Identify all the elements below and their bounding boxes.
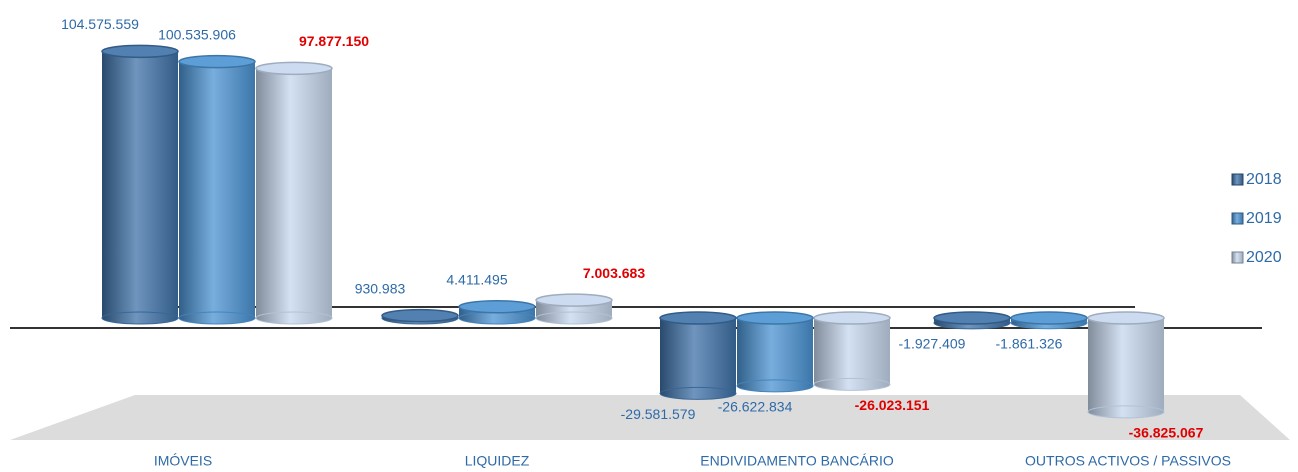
cylinder <box>1010 311 1088 330</box>
data-label: -1.861.326 <box>996 335 1063 351</box>
cylinder-body <box>256 68 332 318</box>
x-tick-label: LIQUIDEZ <box>465 453 530 469</box>
data-label: 4.411.495 <box>446 271 507 287</box>
x-tick-label: ENDIVIDAMENTO BANCÁRIO <box>700 453 894 469</box>
cylinder-body <box>102 51 178 318</box>
cylinder-body <box>660 318 736 394</box>
legend-label: 2019 <box>1246 210 1282 227</box>
cylinder <box>1087 311 1165 419</box>
cylinder-bottom <box>458 311 536 325</box>
cylinder-bottom <box>535 311 613 325</box>
cylinder <box>813 311 891 391</box>
cylinder <box>933 311 1011 330</box>
cylinder-bottom <box>101 311 179 325</box>
cylinder <box>178 54 256 325</box>
cylinder <box>458 300 536 325</box>
cylinder <box>255 61 333 325</box>
floor <box>10 395 1290 440</box>
data-label: 7.003.683 <box>583 265 645 281</box>
cylinder-body <box>737 318 813 386</box>
cylinder-bottom <box>178 311 256 325</box>
legend-swatch <box>1231 212 1244 225</box>
legend-swatch <box>1231 173 1244 186</box>
cylinder-top <box>933 311 1011 325</box>
data-label: 930.983 <box>355 280 406 296</box>
cylinder-top <box>736 311 814 325</box>
cylinder-top <box>458 300 536 314</box>
cylinder-bottom <box>1087 405 1165 419</box>
legend-label: 2020 <box>1246 249 1282 266</box>
cylinder-body <box>179 61 255 319</box>
data-label: -1.927.409 <box>899 336 966 352</box>
cylinder-top <box>1010 311 1088 325</box>
cylinder-bottom <box>736 379 814 393</box>
cylinder-top <box>813 311 891 325</box>
cylinder-top <box>381 308 459 323</box>
cylinder-body <box>1088 318 1164 412</box>
cylinder-top <box>535 293 613 307</box>
data-label: 104.575.559 <box>61 16 139 32</box>
legend-label: 2018 <box>1246 171 1282 188</box>
cylinder-bottom <box>659 386 737 400</box>
cylinder <box>381 308 459 325</box>
cylinder-top <box>178 54 256 69</box>
cylinder <box>659 311 737 400</box>
cylinder-top <box>101 44 179 59</box>
cylinder-top <box>659 311 737 325</box>
cylinder <box>101 44 179 325</box>
cylinder-bottom <box>813 377 891 391</box>
data-label: -26.622.834 <box>718 399 793 415</box>
data-label: -29.581.579 <box>621 406 696 422</box>
cylinder <box>535 293 613 325</box>
cylinder-body <box>814 318 890 385</box>
cylinder-top <box>1087 311 1165 325</box>
data-label: -26.023.151 <box>855 397 930 413</box>
data-label: 100.535.906 <box>158 26 236 42</box>
x-tick-label: IMÓVEIS <box>154 453 212 469</box>
data-label: -36.825.067 <box>1129 425 1204 441</box>
legend-swatch <box>1231 251 1244 264</box>
cylinder <box>736 311 814 393</box>
cylinder-top <box>255 61 333 76</box>
data-label: 97.877.150 <box>299 33 369 49</box>
cylinder-bottom <box>255 311 333 325</box>
x-tick-label: OUTROS ACTIVOS / PASSIVOS <box>1025 453 1231 469</box>
